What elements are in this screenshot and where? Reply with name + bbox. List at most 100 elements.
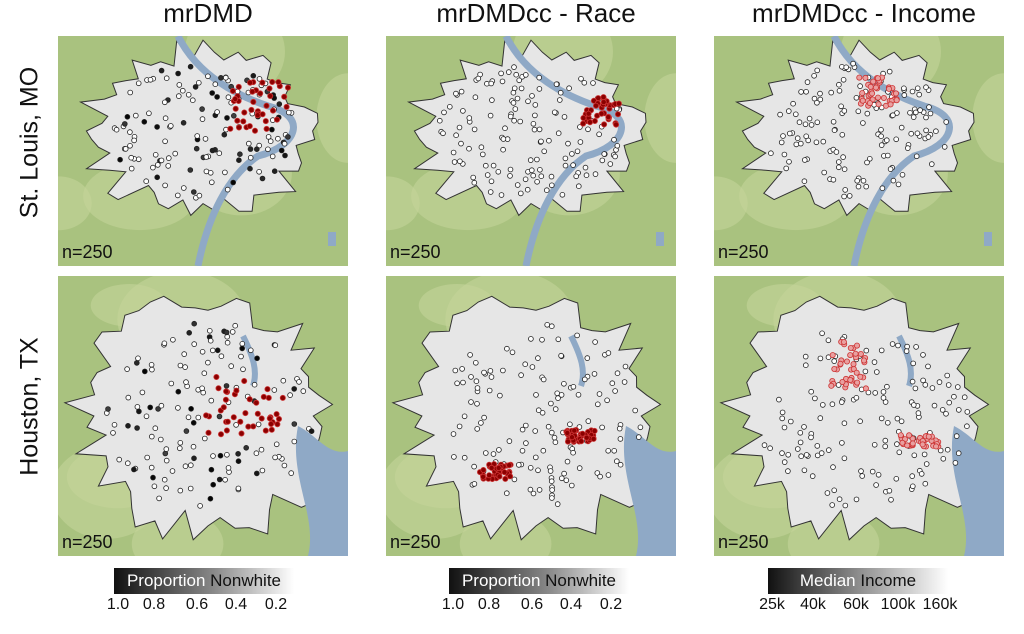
tract-point xyxy=(127,89,133,96)
tract-point xyxy=(175,388,182,395)
highlight-point xyxy=(248,106,255,113)
tract-point xyxy=(614,370,621,376)
highlight-point xyxy=(564,438,571,445)
tract-point xyxy=(151,483,158,490)
tract-point xyxy=(149,433,155,440)
highlight-point xyxy=(887,101,894,108)
tract-point xyxy=(545,423,552,430)
tract-point xyxy=(914,85,921,92)
highlight-point xyxy=(262,118,269,125)
tract-point xyxy=(585,126,591,133)
highlight-point xyxy=(859,97,866,104)
tract-point xyxy=(933,128,939,134)
tract-point xyxy=(186,329,193,336)
tract-point xyxy=(190,97,196,103)
tract-point xyxy=(478,144,485,150)
tract-point xyxy=(507,173,513,179)
tract-point xyxy=(158,157,165,164)
tract-point xyxy=(814,119,821,126)
highlight-point xyxy=(501,469,508,476)
highlight-point xyxy=(266,415,273,422)
tract-point xyxy=(880,389,887,395)
highlight-point xyxy=(234,117,241,124)
highlight-point xyxy=(233,387,240,394)
tract-point xyxy=(188,462,194,469)
highlight-point xyxy=(904,442,911,449)
tract-point xyxy=(532,102,539,108)
tract-point xyxy=(535,355,541,361)
tract-point xyxy=(525,98,531,105)
tract-point xyxy=(152,425,159,432)
sample-size-label: n=250 xyxy=(62,242,113,262)
tract-point xyxy=(806,115,813,122)
tract-point xyxy=(517,118,524,125)
tract-point xyxy=(513,71,519,78)
tract-point xyxy=(768,150,774,156)
tract-point xyxy=(611,136,617,143)
tract-point xyxy=(155,406,161,412)
tract-point xyxy=(199,349,206,355)
highlight-point xyxy=(925,433,932,440)
tract-point xyxy=(217,452,224,459)
tract-point xyxy=(256,169,262,175)
tract-point xyxy=(185,91,192,98)
highlight-point xyxy=(258,415,265,422)
tract-point xyxy=(795,446,801,452)
tract-point xyxy=(535,467,541,474)
legend-tick: 60k xyxy=(843,596,869,613)
tract-point xyxy=(552,439,559,446)
legend-tick: 0.4 xyxy=(224,596,248,613)
tract-point xyxy=(846,193,853,199)
tract-point xyxy=(778,139,785,146)
tract-point xyxy=(952,460,959,466)
tract-point xyxy=(532,112,538,119)
tract-point xyxy=(874,369,880,375)
tract-point xyxy=(871,359,878,365)
highlight-point xyxy=(488,464,495,471)
sample-size-label: n=250 xyxy=(390,242,441,262)
tract-point xyxy=(509,349,516,356)
tract-point xyxy=(538,173,545,180)
tract-point xyxy=(473,360,479,366)
tract-point xyxy=(281,140,288,147)
tract-point xyxy=(128,165,135,172)
highlight-point xyxy=(253,399,260,406)
tract-point xyxy=(612,153,618,160)
lake xyxy=(656,232,664,246)
tract-point xyxy=(929,385,936,391)
tract-point xyxy=(604,397,610,404)
highlight-point xyxy=(899,439,906,446)
tract-point xyxy=(474,426,480,432)
tract-point xyxy=(929,161,935,167)
tract-point xyxy=(122,146,129,152)
highlight-point xyxy=(496,473,503,480)
tract-point xyxy=(480,151,486,158)
highlight-point xyxy=(259,111,266,118)
highlight-point xyxy=(897,432,904,439)
tract-point xyxy=(208,466,215,473)
tract-point xyxy=(163,446,170,452)
tract-point xyxy=(596,131,602,138)
tract-point xyxy=(141,119,148,125)
tract-point xyxy=(286,109,292,116)
tract-point xyxy=(554,501,561,507)
tract-point xyxy=(483,450,489,456)
tract-point xyxy=(199,385,205,392)
tract-point xyxy=(235,451,241,457)
tract-point xyxy=(196,79,202,86)
tract-point xyxy=(188,406,194,412)
tract-point xyxy=(584,355,591,361)
tract-point xyxy=(879,185,886,192)
tract-point xyxy=(161,340,168,347)
tract-point xyxy=(272,342,279,348)
highlight-point xyxy=(240,118,247,125)
row-label-st-louis: St. Louis, MO xyxy=(15,66,44,219)
tract-point xyxy=(549,487,555,493)
tract-point xyxy=(481,369,487,376)
highlight-point xyxy=(598,110,605,117)
tract-point xyxy=(854,178,861,184)
highlight-point xyxy=(880,95,887,102)
tract-point xyxy=(499,78,506,85)
tract-point xyxy=(803,362,809,368)
tract-point xyxy=(191,189,197,195)
